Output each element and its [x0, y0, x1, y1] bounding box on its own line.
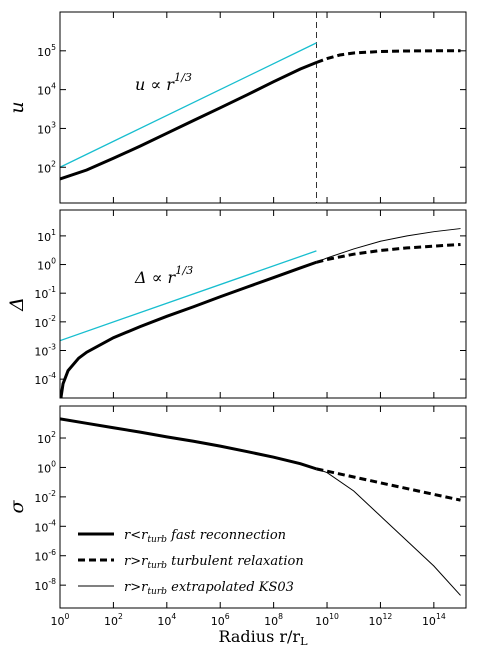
legend-label: r>rturb turbulent relaxation	[124, 554, 304, 571]
y-axis-label: u	[6, 101, 28, 113]
x-axis-label: Radius r/rL	[218, 627, 308, 648]
series-line	[316, 467, 461, 502]
series-line	[316, 468, 461, 596]
series-line	[60, 250, 317, 342]
x-tick-label: 1010	[315, 612, 339, 628]
axes-frame	[59, 405, 467, 609]
axes-frame	[59, 209, 467, 399]
series-line	[60, 61, 317, 181]
y-tick-label: 103	[37, 120, 56, 136]
x-tick-label: 1012	[369, 612, 393, 628]
x-tick-label: 102	[104, 612, 123, 628]
y-axis-label: Δ	[6, 297, 28, 312]
y-axis-label: σ	[6, 499, 28, 513]
y-tick-label: 10-2	[34, 489, 56, 505]
x-tick-label: 100	[51, 612, 70, 628]
y-tick-label: 102	[37, 430, 56, 446]
y-tick-label: 10-6	[34, 548, 56, 564]
y-tick-label: 100	[37, 257, 56, 273]
x-tick-label: 1014	[422, 612, 446, 628]
annotation: Δ ∝ r1/3	[134, 264, 193, 287]
axes-frame	[59, 11, 467, 204]
series-line	[315, 49, 461, 64]
plot-area	[60, 12, 461, 203]
y-tick-label: 10-8	[34, 577, 56, 593]
series-line	[60, 417, 317, 471]
y-tick-label: 104	[37, 82, 56, 98]
plot-area	[60, 228, 461, 398]
y-tick-label: 10-1	[34, 285, 56, 301]
y-tick-label: 100	[37, 459, 56, 475]
annotation: u ∝ r1/3	[135, 71, 192, 94]
legend-label: r>rturb extrapolated KS03	[124, 580, 294, 597]
y-tick-label: 10-4	[34, 518, 56, 534]
y-tick-label: 10-3	[34, 343, 56, 359]
plot-area	[60, 417, 461, 596]
series-line	[316, 228, 461, 263]
x-tick-label: 108	[264, 612, 283, 628]
legend-label: r<rturb fast reconnection	[124, 528, 286, 545]
y-tick-label: 102	[37, 159, 56, 175]
y-tick-label: 101	[37, 228, 56, 244]
y-tick-label: 105	[37, 43, 56, 59]
series-line	[316, 243, 461, 264]
y-tick-label: 10-2	[34, 314, 56, 330]
series-line	[60, 260, 317, 398]
x-tick-label: 106	[211, 612, 230, 628]
series-line	[60, 42, 317, 168]
y-tick-label: 10-4	[34, 371, 56, 387]
x-tick-label: 104	[157, 612, 176, 628]
